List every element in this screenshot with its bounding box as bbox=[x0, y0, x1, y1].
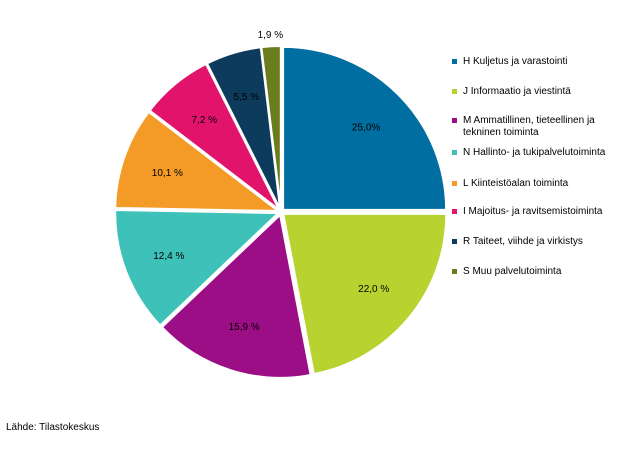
pie-slice-7 bbox=[260, 45, 282, 210]
legend-swatch-2 bbox=[452, 118, 457, 123]
slice-label-4: 10,1 % bbox=[152, 168, 183, 179]
slice-label-6: 5,5 % bbox=[234, 92, 260, 103]
legend-label-7: S Muu palvelutoiminta bbox=[463, 266, 562, 277]
legend-swatch-6 bbox=[452, 239, 457, 244]
legend-swatch-7 bbox=[452, 269, 457, 274]
slice-label-3: 12,4 % bbox=[153, 251, 184, 262]
slice-label-2: 15,9 % bbox=[229, 322, 260, 333]
legend-swatch-4 bbox=[452, 181, 457, 186]
pie-slice-4 bbox=[114, 110, 282, 213]
legend-label-1: J Informaatio ja viestintä bbox=[463, 86, 571, 97]
pie-slice-5 bbox=[148, 62, 280, 211]
pie-slice-2 bbox=[160, 212, 312, 379]
legend-label-6: R Taiteet, viihde ja virkistys bbox=[463, 236, 583, 247]
legend-label-3: N Hallinto- ja tukipalvelutoiminta bbox=[463, 147, 606, 158]
legend-swatch-0 bbox=[452, 59, 457, 64]
legend-swatch-3 bbox=[452, 150, 457, 155]
source-note: Lähde: Tilastokeskus bbox=[6, 422, 100, 433]
pie-slice-3 bbox=[114, 208, 281, 327]
pie-slice-0 bbox=[282, 45, 448, 211]
legend-swatch-1 bbox=[452, 89, 457, 94]
slice-label-0: 25,0% bbox=[352, 122, 380, 133]
legend-swatch-5 bbox=[452, 209, 457, 214]
pie-slice-1 bbox=[282, 212, 448, 376]
legend-label-2: M Ammatillinen, tieteellinen ja tekninen… bbox=[463, 115, 595, 138]
slice-label-5: 7,2 % bbox=[191, 115, 217, 126]
legend-label-5: I Majoitus- ja ravitsemistoiminta bbox=[463, 206, 603, 217]
legend-label-0: H Kuljetus ja varastointi bbox=[463, 56, 568, 67]
legend-label-4: L Kiinteistöalan toiminta bbox=[463, 178, 569, 189]
slice-label-1: 22,0 % bbox=[358, 284, 389, 295]
slice-label-7: 1,9 % bbox=[258, 30, 284, 41]
